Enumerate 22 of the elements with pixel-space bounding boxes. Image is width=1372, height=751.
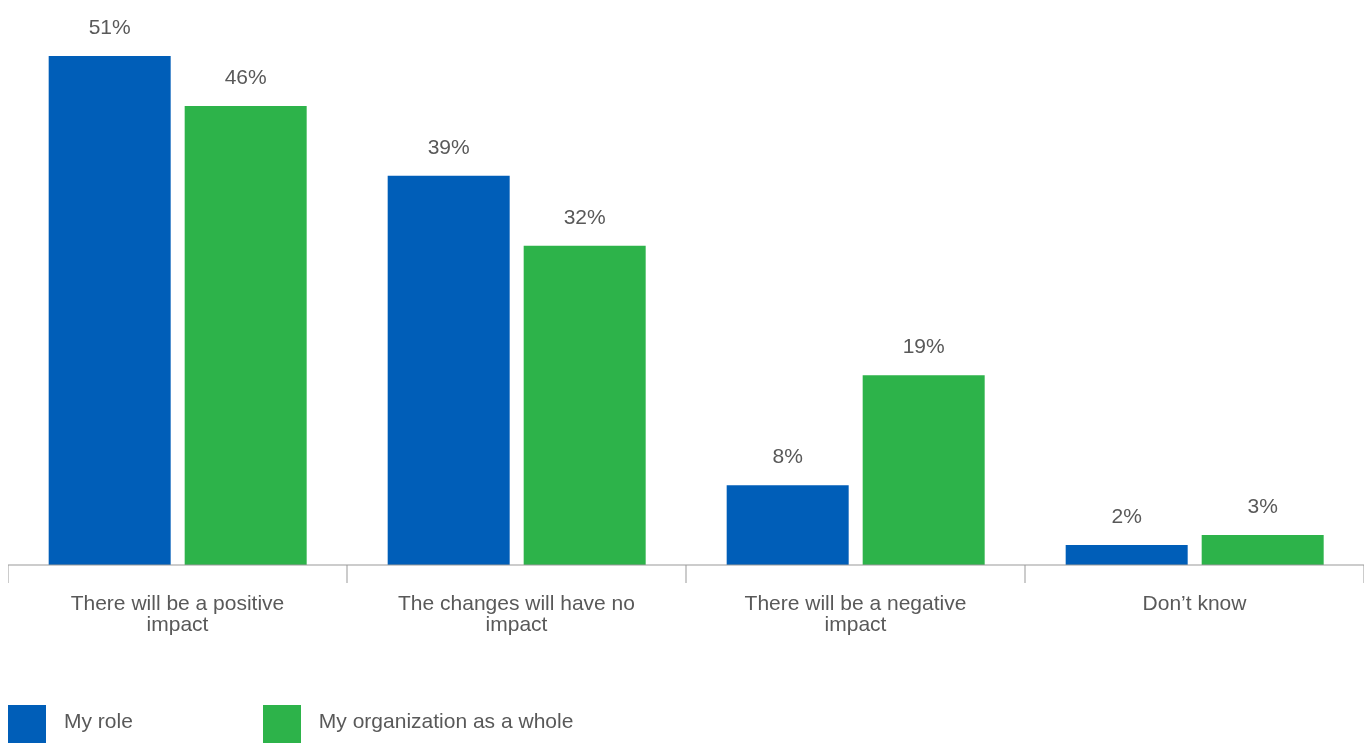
bar — [48, 56, 171, 565]
data-label: 39% — [427, 134, 470, 158]
bar — [184, 105, 307, 565]
data-label: 32% — [563, 204, 606, 228]
legend-label: My organization as a whole — [318, 709, 574, 733]
bar — [862, 375, 985, 565]
data-label: 2% — [1111, 504, 1142, 528]
x-tick-label: There will be a negative impact — [744, 590, 967, 635]
data-label: 8% — [772, 444, 803, 468]
data-label: 19% — [902, 334, 945, 358]
bar — [1065, 545, 1188, 565]
data-label: 3% — [1247, 494, 1278, 518]
legend-label: My role — [64, 709, 133, 733]
x-tick-label: The changes will have no impact — [398, 590, 635, 635]
data-label: 46% — [224, 64, 267, 88]
bar — [523, 245, 646, 565]
x-tick-label: There will be a positive impact — [70, 590, 285, 635]
data-label: 51% — [88, 15, 131, 38]
x-tick-label: Don’t know — [1142, 590, 1248, 614]
bar — [726, 485, 849, 565]
bar — [1201, 535, 1324, 565]
bar — [387, 175, 510, 565]
